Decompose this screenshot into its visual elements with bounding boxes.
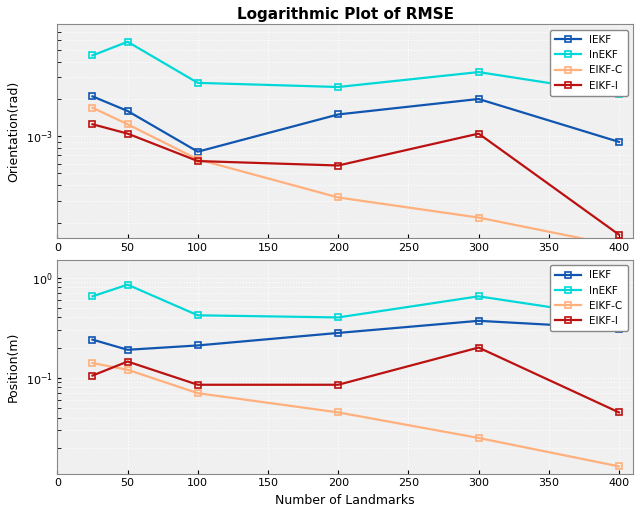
IEKF xyxy=(475,318,483,324)
IEKF xyxy=(89,337,97,343)
EIKF-I xyxy=(615,409,623,415)
EIKF-C xyxy=(194,156,202,162)
IEKF xyxy=(334,330,342,336)
EIKF-C xyxy=(615,243,623,249)
EIKF-C xyxy=(334,409,342,415)
EIKF-I xyxy=(475,131,483,137)
InEKF xyxy=(615,91,623,97)
InEKF xyxy=(194,80,202,86)
Y-axis label: Position(m): Position(m) xyxy=(7,332,20,402)
EIKF-I xyxy=(475,344,483,351)
InEKF xyxy=(124,282,131,288)
EIKF-C xyxy=(615,463,623,469)
EIKF-I xyxy=(124,358,131,364)
EIKF-I xyxy=(615,232,623,238)
IEKF xyxy=(615,325,623,332)
Line: EIKF-I: EIKF-I xyxy=(89,121,623,238)
InEKF xyxy=(475,69,483,75)
EIKF-I xyxy=(334,382,342,388)
Legend: IEKF, InEKF, EIKF-C, EIKF-I: IEKF, InEKF, EIKF-C, EIKF-I xyxy=(550,30,628,96)
Y-axis label: Orientation(rad): Orientation(rad) xyxy=(7,81,20,182)
EIKF-C xyxy=(475,214,483,221)
EIKF-C xyxy=(89,105,97,111)
Line: EIKF-I: EIKF-I xyxy=(89,344,623,416)
InEKF xyxy=(194,312,202,318)
Line: IEKF: IEKF xyxy=(89,93,623,155)
IEKF xyxy=(475,96,483,102)
InEKF xyxy=(334,84,342,90)
InEKF xyxy=(89,293,97,300)
EIKF-I xyxy=(124,131,131,137)
Line: InEKF: InEKF xyxy=(89,39,623,97)
Line: IEKF: IEKF xyxy=(89,317,623,353)
EIKF-I xyxy=(89,373,97,379)
EIKF-I xyxy=(194,158,202,164)
IEKF xyxy=(615,139,623,145)
EIKF-I xyxy=(194,382,202,388)
IEKF xyxy=(334,112,342,118)
EIKF-C xyxy=(194,390,202,396)
IEKF xyxy=(124,108,131,114)
Title: Logarithmic Plot of RMSE: Logarithmic Plot of RMSE xyxy=(237,7,454,22)
InEKF xyxy=(124,39,131,45)
IEKF xyxy=(89,93,97,99)
EIKF-I xyxy=(89,121,97,127)
InEKF xyxy=(89,52,97,59)
EIKF-C xyxy=(124,366,131,373)
IEKF xyxy=(194,149,202,155)
EIKF-I xyxy=(334,162,342,169)
X-axis label: Number of Landmarks: Number of Landmarks xyxy=(275,494,415,507)
Line: InEKF: InEKF xyxy=(89,281,623,321)
InEKF xyxy=(334,315,342,321)
InEKF xyxy=(475,293,483,300)
EIKF-C xyxy=(334,194,342,200)
EIKF-C xyxy=(475,435,483,441)
Line: EIKF-C: EIKF-C xyxy=(89,360,623,470)
IEKF xyxy=(124,347,131,353)
EIKF-C xyxy=(89,360,97,366)
Legend: IEKF, InEKF, EIKF-C, EIKF-I: IEKF, InEKF, EIKF-C, EIKF-I xyxy=(550,265,628,331)
Line: EIKF-C: EIKF-C xyxy=(89,104,623,249)
InEKF xyxy=(615,315,623,321)
EIKF-C xyxy=(124,121,131,127)
IEKF xyxy=(194,342,202,348)
